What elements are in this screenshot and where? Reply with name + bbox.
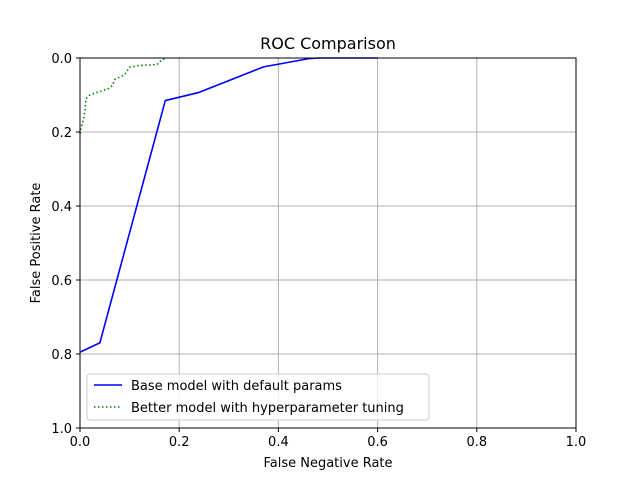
y-tick-label: 0.6 bbox=[51, 274, 72, 289]
y-tick-label: 0.0 bbox=[51, 52, 72, 67]
y-axis-label: False Positive Rate bbox=[29, 183, 44, 304]
x-tick-label: 0.8 bbox=[466, 435, 487, 450]
x-tick-label: 0.2 bbox=[169, 435, 190, 450]
series-line-better-model bbox=[79, 57, 168, 134]
legend-label-base: Base model with default params bbox=[131, 379, 342, 394]
x-tick-label: 1.0 bbox=[566, 435, 587, 450]
x-tick-label: 0.4 bbox=[268, 435, 289, 450]
grid-lines bbox=[79, 57, 577, 429]
y-tick-label: 0.4 bbox=[51, 200, 72, 215]
x-tick-label: 0.0 bbox=[70, 435, 91, 450]
y-tick-label: 0.8 bbox=[51, 348, 72, 363]
legend-label-better: Better model with hyperparameter tuning bbox=[131, 401, 404, 416]
x-axis-label: False Negative Rate bbox=[263, 456, 392, 471]
axes-frame bbox=[79, 57, 577, 429]
legend: Base model with default params Better mo… bbox=[86, 373, 430, 421]
x-tick-label: 0.6 bbox=[367, 435, 388, 450]
y-tick-label: 0.2 bbox=[51, 126, 72, 141]
chart-title: ROC Comparison bbox=[260, 34, 396, 53]
y-tick-label: 1.0 bbox=[51, 422, 72, 437]
legend-box bbox=[86, 373, 430, 421]
ticks: 0.0 0.2 0.4 0.6 0.8 1.00.00.20.40.60.81.0 bbox=[51, 52, 586, 450]
